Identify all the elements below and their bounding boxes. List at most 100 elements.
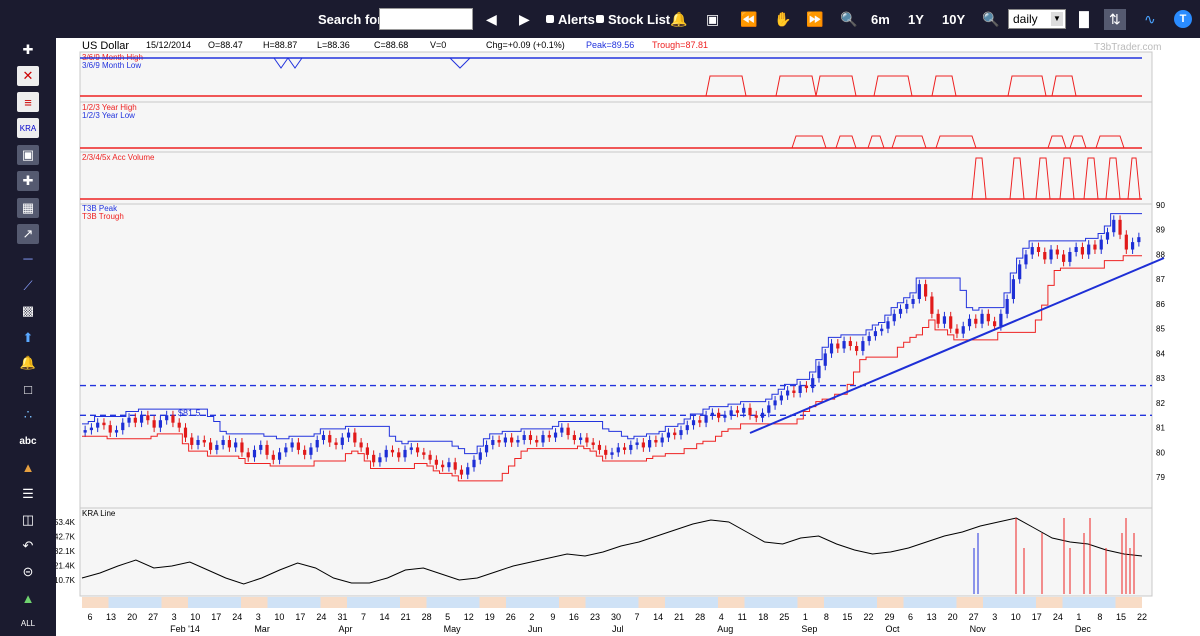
candle-body	[685, 425, 689, 431]
stocklist-label: Stock List	[608, 11, 671, 27]
candle-body	[1099, 239, 1103, 250]
candle-body	[572, 435, 576, 440]
candlestick-icon[interactable]: █	[1079, 11, 1089, 27]
price-tick-label: 85	[1156, 325, 1165, 334]
alerts-checkbox[interactable]	[546, 15, 554, 23]
search-area: Search for:	[318, 0, 387, 38]
search-input[interactable]	[379, 8, 473, 30]
range-10y-button[interactable]: 10Y	[942, 11, 966, 27]
candle-body	[472, 459, 476, 468]
delete-drawing-icon[interactable]: ✕	[17, 66, 39, 86]
next-arrow-icon[interactable]: ▶	[519, 10, 530, 27]
compare-icon[interactable]: ▣	[17, 145, 39, 165]
price-tick-label: 83	[1156, 374, 1165, 383]
save-icon[interactable]: ▦	[17, 198, 39, 218]
month-low-signal	[273, 57, 289, 69]
candle-body	[315, 440, 319, 448]
candle-body	[378, 457, 382, 463]
trough-line	[82, 255, 1142, 482]
candle-body	[767, 405, 771, 413]
lines-icon[interactable]: ☰	[22, 486, 34, 501]
candle-body	[403, 449, 407, 458]
candle-body	[183, 427, 188, 438]
candle-body	[917, 284, 921, 299]
range-6m-button[interactable]: 6m	[871, 11, 890, 27]
line-chart-icon[interactable]: ∿	[1144, 10, 1156, 27]
chart-area[interactable]: US Dollar 15/12/2014 O=88.47 H=88.87 L=8…	[56, 38, 1200, 636]
stocklist-toggle[interactable]: Stock List	[596, 0, 670, 38]
x-day-label: 3	[172, 612, 177, 622]
x-day-label: 27	[969, 612, 979, 622]
candles	[83, 215, 1141, 480]
zoom-tool-icon[interactable]: ✚	[17, 171, 39, 191]
candle-body	[829, 343, 834, 354]
trendline[interactable]	[749, 257, 1165, 434]
delete-all-icon[interactable]: ≡	[17, 92, 39, 112]
candle-body	[196, 440, 200, 445]
x-day-label: 8	[1097, 612, 1102, 622]
period-select[interactable]: daily ▼	[1008, 9, 1066, 29]
timeline-strip	[373, 597, 400, 608]
x-day-label: 9	[550, 612, 555, 622]
chart-canvas[interactable]: US Dollar 15/12/2014 O=88.47 H=88.87 L=8…	[56, 38, 1200, 636]
candle-body	[428, 454, 432, 460]
x-day-label: 28	[422, 612, 432, 622]
shapes-icon[interactable]: ▲	[21, 459, 35, 475]
x-day-label: 17	[295, 612, 305, 622]
ohlc-bar-icon[interactable]: ⇅	[1104, 8, 1126, 30]
candle-body	[836, 343, 840, 349]
text-tool-icon[interactable]: abc	[19, 435, 37, 447]
prev-arrow-icon[interactable]: ◀	[486, 10, 497, 27]
rectangle-select-icon[interactable]: □	[24, 381, 32, 397]
alerts-toggle[interactable]: Alerts	[546, 0, 595, 38]
range-1y-button[interactable]: 1Y	[908, 11, 924, 27]
candle-body	[535, 440, 539, 443]
t3b-logo-icon[interactable]: T	[1174, 10, 1192, 28]
x-month-label: Sep	[801, 624, 817, 634]
x-day-label: 24	[1053, 612, 1063, 622]
candle-body	[873, 331, 878, 337]
alert-bell-icon[interactable]: 🔔	[19, 355, 37, 370]
zoom-out-icon[interactable]: 🔍	[982, 10, 1000, 27]
zoom-in-icon[interactable]: 🔍	[840, 10, 858, 27]
rewind-icon[interactable]: ⏪	[740, 10, 758, 27]
x-day-label: 24	[316, 612, 326, 622]
header-low: L=88.36	[317, 40, 350, 50]
all-icon[interactable]: ALL	[20, 618, 36, 628]
hand-icon[interactable]: ✋	[774, 10, 792, 27]
fibonacci-icon[interactable]: ◫	[21, 512, 35, 527]
candle-body	[102, 422, 106, 426]
timeline-strip	[1036, 597, 1063, 608]
trend-tool-icon[interactable]: ↗	[17, 224, 39, 244]
timeline-strip	[983, 597, 1010, 608]
month-high-signal	[815, 75, 857, 97]
timeline-strip	[1009, 597, 1036, 608]
stocklist-checkbox[interactable]	[596, 15, 604, 23]
candle-body	[1018, 264, 1022, 280]
scatter-icon[interactable]: ∴	[23, 407, 33, 422]
candle-body	[234, 442, 238, 448]
up-arrow-icon[interactable]: ⬆	[22, 330, 34, 345]
diagonal-line-icon[interactable]: ⟋	[23, 278, 33, 293]
x-day-label: 11	[738, 612, 747, 622]
kra-icon[interactable]: KRA	[17, 118, 39, 138]
year-high-signal	[1047, 135, 1067, 149]
erase-icon[interactable]: ⊝	[22, 564, 34, 579]
price-tick-label: 88	[1156, 250, 1165, 259]
timeline-strip	[532, 597, 559, 608]
year-high-signal	[891, 135, 927, 149]
candle-body	[434, 459, 438, 465]
symbol-title: US Dollar	[82, 40, 129, 52]
channel-icon[interactable]: ▩	[21, 303, 35, 318]
fast-forward-icon[interactable]: ⏩	[806, 10, 824, 27]
crosshair-icon[interactable]: ✚	[22, 42, 34, 57]
undo-icon[interactable]: ↶	[22, 538, 34, 553]
volume-tick-label: 53.4K	[56, 518, 76, 527]
bell-icon[interactable]: 🔔	[670, 10, 688, 27]
green-arrow-icon[interactable]: ▲	[21, 590, 35, 606]
candle-body	[146, 415, 150, 421]
candle-body	[1061, 254, 1066, 262]
candle-body	[346, 432, 351, 438]
camera-icon[interactable]: ▣	[706, 10, 720, 27]
horizontal-line-icon[interactable]: ─	[23, 250, 33, 266]
